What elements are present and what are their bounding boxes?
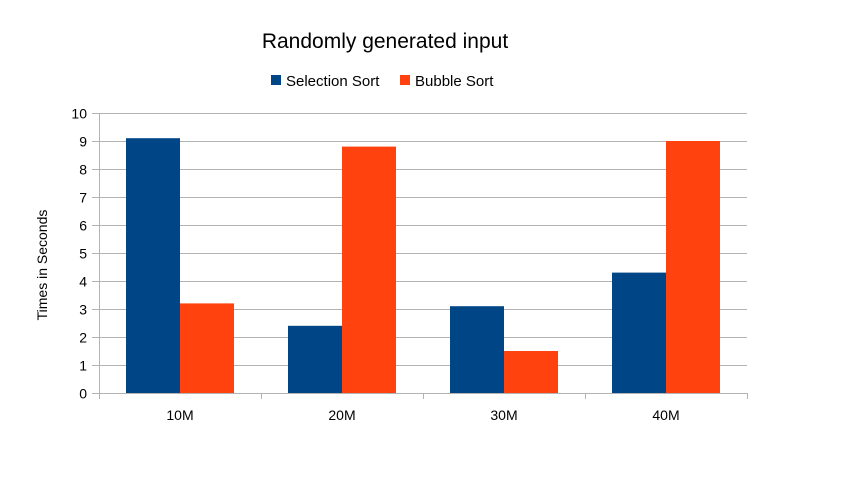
bar-selection-sort-20m	[288, 325, 342, 393]
bar-bubble-sort-20m	[342, 146, 396, 393]
bars	[126, 138, 720, 393]
x-tick-label: 40M	[652, 407, 679, 423]
bar-selection-sort-40m	[612, 272, 666, 393]
y-tick-label: 2	[79, 330, 87, 346]
bar-bubble-sort-40m	[666, 141, 720, 393]
x-tick-label: 10M	[166, 407, 193, 423]
legend-swatch-bubble-sort	[400, 75, 410, 85]
bar-bubble-sort-10m	[180, 303, 234, 393]
y-tick-label: 10	[71, 106, 87, 122]
chart-title: Randomly generated input	[262, 30, 508, 53]
legend-swatch-selection-sort	[271, 75, 281, 85]
x-tick-label: 20M	[328, 407, 355, 423]
legend-label-selection-sort: Selection Sort	[286, 73, 380, 90]
y-tick-label: 9	[79, 134, 87, 150]
y-tick-label: 1	[79, 358, 87, 374]
bar-selection-sort-10m	[126, 138, 180, 393]
bar-selection-sort-30m	[450, 306, 504, 393]
y-tick-label: 6	[79, 218, 87, 234]
y-tick-label: 3	[79, 302, 87, 318]
legend: Selection Sort Bubble Sort	[271, 73, 494, 90]
y-tick-label: 0	[79, 386, 87, 402]
y-axis-ticks: 0 1 2 3 4 5 6 7 8 9 10	[71, 106, 87, 402]
y-tick-label: 5	[79, 246, 87, 262]
y-tick-label: 7	[79, 190, 87, 206]
y-axis-label: Times in Seconds	[34, 210, 50, 321]
y-tick-label: 4	[79, 274, 87, 290]
y-tick-label: 8	[79, 162, 87, 178]
bar-bubble-sort-30m	[504, 351, 558, 393]
x-axis: 10M 20M 30M 40M	[99, 393, 748, 423]
legend-label-bubble-sort: Bubble Sort	[415, 73, 494, 90]
x-tick-label: 30M	[490, 407, 517, 423]
